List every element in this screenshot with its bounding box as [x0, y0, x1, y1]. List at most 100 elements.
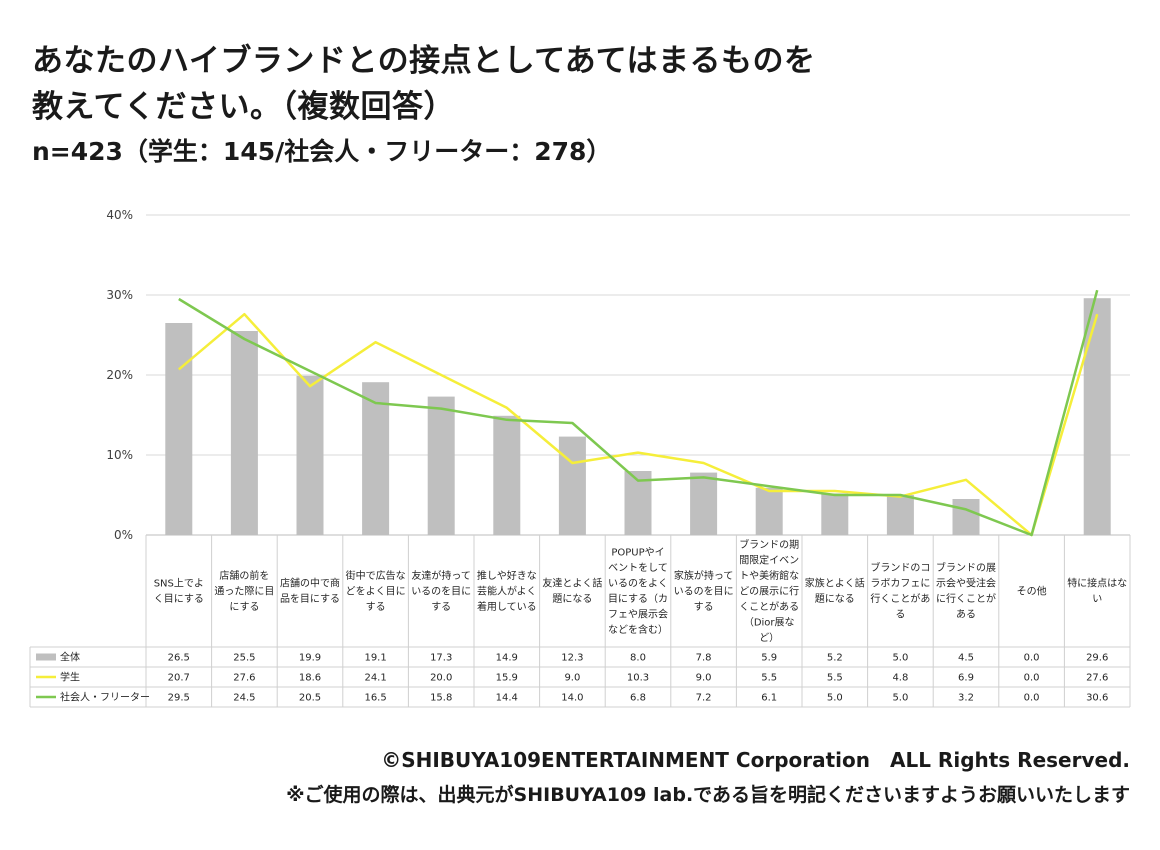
category-label: 店舗の前を: [219, 569, 269, 582]
category-label: フェや展示会: [608, 608, 668, 621]
data-label: 25.5: [233, 653, 255, 664]
category-label: どをよく目に: [346, 585, 406, 597]
y-tick-label: 20%: [106, 368, 133, 382]
category-label: 店舗の中で商: [280, 577, 340, 590]
category-label: る: [895, 609, 905, 621]
category-label: 着用している: [477, 600, 537, 613]
category-label: する: [366, 601, 386, 613]
data-label: 24.5: [233, 693, 255, 704]
category-label: 行くことがあ: [870, 592, 930, 605]
bar: [821, 493, 849, 535]
title-line-1: あなたのハイブランドとの接点としてあてはまるものを: [32, 43, 816, 79]
category-label: ラボカフェに: [870, 578, 930, 590]
data-label: 10.3: [627, 673, 649, 684]
bar: [1083, 298, 1111, 535]
y-tick-label: 0%: [114, 528, 133, 542]
data-label: 30.6: [1086, 693, 1108, 704]
category-label: ブランドの期: [739, 538, 799, 551]
bar: [427, 396, 455, 535]
data-label: 29.6: [1086, 653, 1108, 664]
y-tick-label: 30%: [106, 288, 133, 302]
category-label: 推しや好きな: [477, 569, 537, 582]
data-label: 24.1: [364, 673, 386, 684]
data-label: 5.9: [761, 653, 777, 664]
category-label: にする: [229, 601, 259, 613]
data-label: 9.0: [564, 673, 580, 684]
legend-label: 社会人・フリーター: [60, 691, 150, 704]
category-label: いるのを目に: [411, 585, 471, 597]
data-label: 5.2: [827, 653, 843, 664]
title-line-2: 教えてください。（複数回答）: [32, 89, 456, 125]
data-label: 5.0: [892, 693, 908, 704]
category-label: 題になる: [552, 593, 592, 605]
category-label: い: [1092, 594, 1102, 605]
data-label: 20.7: [168, 673, 190, 684]
data-label: 15.9: [496, 673, 518, 684]
data-label: 20.0: [430, 673, 452, 684]
data-label: 7.8: [696, 653, 712, 664]
data-label: 14.0: [561, 693, 583, 704]
data-label: 17.3: [430, 653, 452, 664]
category-label: くことがある: [739, 600, 799, 613]
category-label: 間限定イベン: [739, 553, 799, 566]
data-label: 16.5: [364, 693, 386, 704]
category-label: する: [431, 601, 451, 613]
data-label: 0.0: [1024, 653, 1040, 664]
data-label: 5.5: [761, 673, 777, 684]
data-label: 27.6: [1086, 673, 1108, 684]
data-label: 6.1: [761, 693, 777, 704]
bar: [493, 415, 521, 535]
data-label: 0.0: [1024, 693, 1040, 704]
copyright-text: ©SHIBUYA109ENTERTAINMENT Corporation ALL…: [381, 748, 1130, 772]
category-label: 友達とよく話: [542, 577, 602, 590]
category-label: 街中で広告な: [346, 569, 406, 582]
data-label: 8.0: [630, 653, 646, 664]
data-label: 12.3: [561, 653, 583, 664]
data-label: 14.9: [496, 653, 518, 664]
legend-label: 全体: [60, 651, 80, 664]
y-tick-label: 40%: [106, 208, 133, 222]
category-label: 題になる: [815, 593, 855, 605]
category-label: いるのをよく: [608, 578, 668, 590]
chart-title: あなたのハイブランドとの接点としてあてはまるものを 教えてください。（複数回答）: [32, 38, 815, 130]
sample-size-subtitle: n=423（学生：145/社会人・フリーター：278）: [32, 137, 612, 166]
category-label: 通った際に目: [214, 585, 274, 597]
category-label: SNS上でよ: [154, 578, 204, 590]
category-label: （Dior展な: [744, 616, 795, 628]
bar: [952, 499, 980, 535]
category-label: ベントをして: [608, 562, 668, 574]
bar: [165, 323, 193, 535]
bar: [886, 495, 914, 535]
category-label: ある: [956, 609, 976, 621]
y-tick-label: 10%: [106, 448, 133, 462]
legend-key: [36, 653, 56, 661]
data-label: 15.8: [430, 693, 452, 704]
category-label: どの展示に行: [739, 584, 799, 597]
data-label: 27.6: [233, 673, 255, 684]
bar: [690, 472, 718, 535]
category-label: ブランドのコ: [870, 561, 930, 574]
category-label: その他: [1017, 584, 1047, 597]
category-label: POPUPやイ: [611, 547, 664, 559]
category-label: 友達が持って: [411, 569, 471, 582]
usage-note: ※ご使用の際は、出典元がSHIBUYA109 lab.である旨を明記くださいます…: [286, 784, 1130, 806]
category-label: 示会や受注会: [936, 577, 996, 590]
category-label: する: [694, 601, 714, 613]
data-label: 3.2: [958, 693, 974, 704]
bar: [558, 436, 586, 535]
bar: [755, 487, 783, 535]
data-label: 9.0: [696, 673, 712, 684]
legend-label: 学生: [60, 671, 80, 684]
category-label: く目にする: [154, 593, 204, 605]
data-label: 18.6: [299, 673, 321, 684]
category-label: 家族が持って: [674, 569, 734, 582]
category-label: いるのを目に: [674, 585, 734, 597]
data-label: 6.9: [958, 673, 974, 684]
data-label: 26.5: [168, 653, 190, 664]
data-label: 5.0: [827, 693, 843, 704]
category-label: 家族とよく話: [805, 577, 865, 590]
category-label: ど）: [759, 632, 779, 644]
data-label: 0.0: [1024, 673, 1040, 684]
data-label: 4.8: [892, 673, 908, 684]
